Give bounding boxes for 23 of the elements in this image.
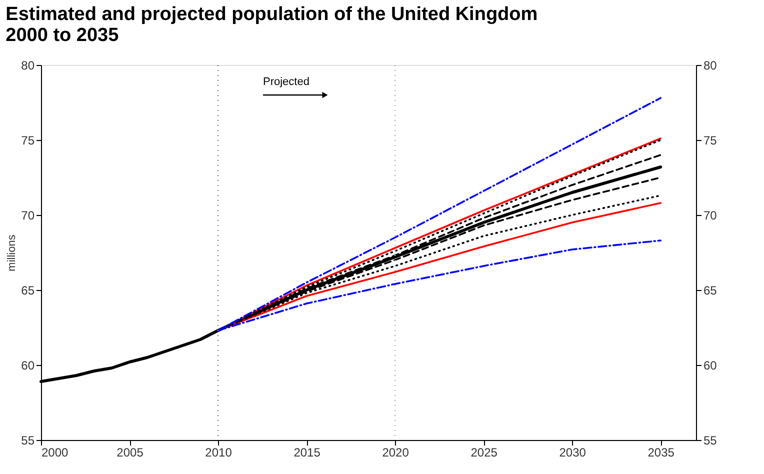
y-tick-label: 80: [21, 58, 35, 72]
y-tick-label: 65: [21, 284, 35, 298]
y2-tick-label: 60: [704, 358, 718, 372]
x-tick-label: 2015: [294, 446, 321, 460]
x-tick-label: 2025: [470, 446, 498, 460]
x-tick-label: 2005: [116, 446, 144, 460]
x-tick-label: 2010: [205, 446, 232, 460]
y-axis-title: millions: [6, 234, 18, 272]
x-tick-label: 2020: [382, 446, 410, 460]
y-tick-label: 60: [21, 358, 35, 372]
chart-title: Estimated and projected population of the United Kingdom 2000 to 2035: [6, 4, 538, 46]
y2-tick-label: 70: [704, 208, 718, 222]
x-tick-label: 2035: [648, 446, 675, 460]
y2-tick-label: 55: [704, 434, 718, 448]
annotation: Projected: [263, 76, 310, 88]
y2-tick-label: 65: [704, 284, 718, 298]
y2-tick-label: 75: [704, 134, 718, 148]
y-tick-label: 55: [21, 434, 35, 448]
x-tick-label: 2030: [559, 446, 586, 460]
y-tick-label: 70: [21, 208, 35, 222]
y-tick-label: 75: [21, 134, 35, 148]
x-tick-label: 2000: [42, 446, 69, 460]
y2-tick-label: 80: [704, 58, 718, 72]
